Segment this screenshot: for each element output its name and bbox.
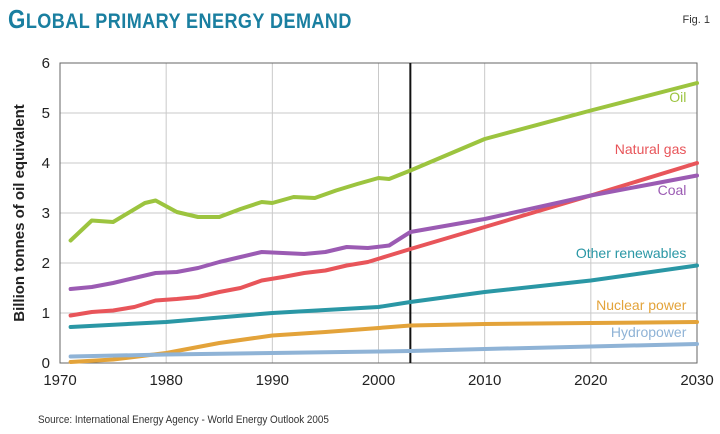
series-label-other-renewables: Other renewables	[576, 245, 687, 261]
y-tick-label: 5	[42, 105, 50, 122]
chart-title: GLOBAL PRIMARY ENERGY DEMAND	[8, 4, 352, 34]
x-tick-label: 2000	[362, 372, 395, 389]
series-label-nuclear-power: Nuclear power	[596, 297, 687, 313]
x-tick-label: 2010	[468, 372, 501, 389]
x-tick-label: 1990	[256, 372, 289, 389]
x-tick-label: 1980	[149, 372, 182, 389]
y-tick-label: 2	[42, 255, 50, 272]
series-line-other-renewables	[68, 263, 699, 329]
y-tick-label: 6	[42, 55, 50, 72]
x-tick-label: 2020	[574, 372, 607, 389]
series-line-hydropower	[68, 342, 699, 359]
series-label-coal: Coal	[658, 182, 687, 198]
series-label-oil: Oil	[669, 89, 686, 105]
series-line-oil	[68, 81, 699, 243]
y-tick-label: 4	[42, 155, 50, 172]
y-tick-label: 0	[42, 355, 50, 372]
y-axis-label: Billion tonnes of oil equivalent	[11, 104, 28, 322]
series-label-natural-gas: Natural gas	[615, 141, 687, 157]
y-tick-label: 3	[42, 205, 50, 222]
x-tick-label: 2030	[680, 372, 713, 389]
series-line-natural-gas	[68, 161, 699, 318]
plot-frame	[59, 62, 698, 364]
figure-label: Fig. 1	[682, 14, 710, 26]
y-tick-label: 1	[42, 305, 50, 322]
x-tick-label: 1970	[43, 372, 76, 389]
series-line-coal	[68, 173, 699, 291]
series-label-hydropower: Hydropower	[611, 324, 687, 340]
source-note: Source: International Energy Agency - Wo…	[38, 414, 329, 426]
